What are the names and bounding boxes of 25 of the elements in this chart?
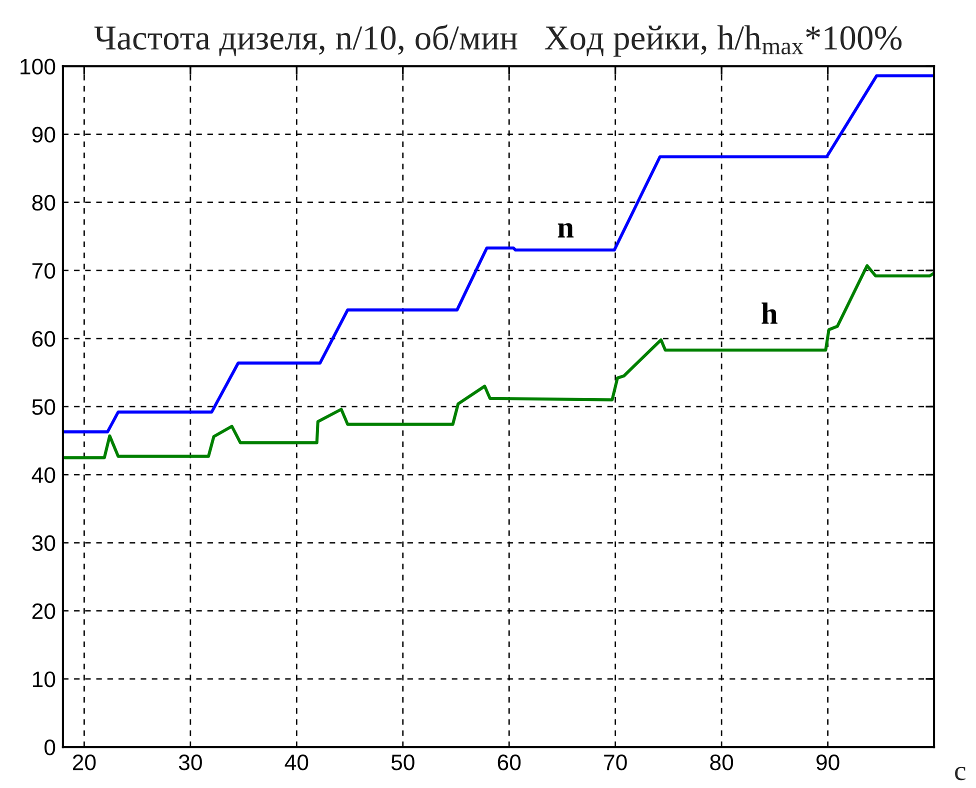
y-tick-label: 0 xyxy=(44,740,56,756)
x-tick-label: 90 xyxy=(816,754,840,770)
y-tick-label: 30 xyxy=(32,535,56,552)
x-tick-label: 50 xyxy=(391,754,414,770)
x-tick-label: 60 xyxy=(498,754,521,770)
y-tick-label: 10 xyxy=(32,671,56,688)
x-axis-title: с xyxy=(955,766,966,780)
x-tick-label: 30 xyxy=(178,754,202,770)
chart-title: Частота дизеля, n/10, об/мин Ход рейки, h/h$_{max}$*100% xyxy=(94,24,902,57)
line-series xyxy=(62,264,934,460)
x-tick-label: 70 xyxy=(604,754,627,770)
y-tick-label: 100 xyxy=(20,58,56,74)
y-tick-label: 90 xyxy=(32,126,56,143)
line-series xyxy=(62,74,934,434)
y-tick-label: 20 xyxy=(32,603,56,620)
y-tick-label: 70 xyxy=(32,262,56,279)
x-tick-label: 20 xyxy=(72,754,96,770)
series-label: n xyxy=(558,223,574,238)
y-tick-label: 40 xyxy=(32,467,56,483)
x-tick-label: 80 xyxy=(710,754,734,770)
y-tick-label: 50 xyxy=(32,399,56,415)
y-tick-label: 80 xyxy=(32,194,56,211)
series-label: h xyxy=(762,302,778,324)
y-tick-label: 60 xyxy=(32,331,56,347)
x-tick-label: 40 xyxy=(284,754,308,770)
